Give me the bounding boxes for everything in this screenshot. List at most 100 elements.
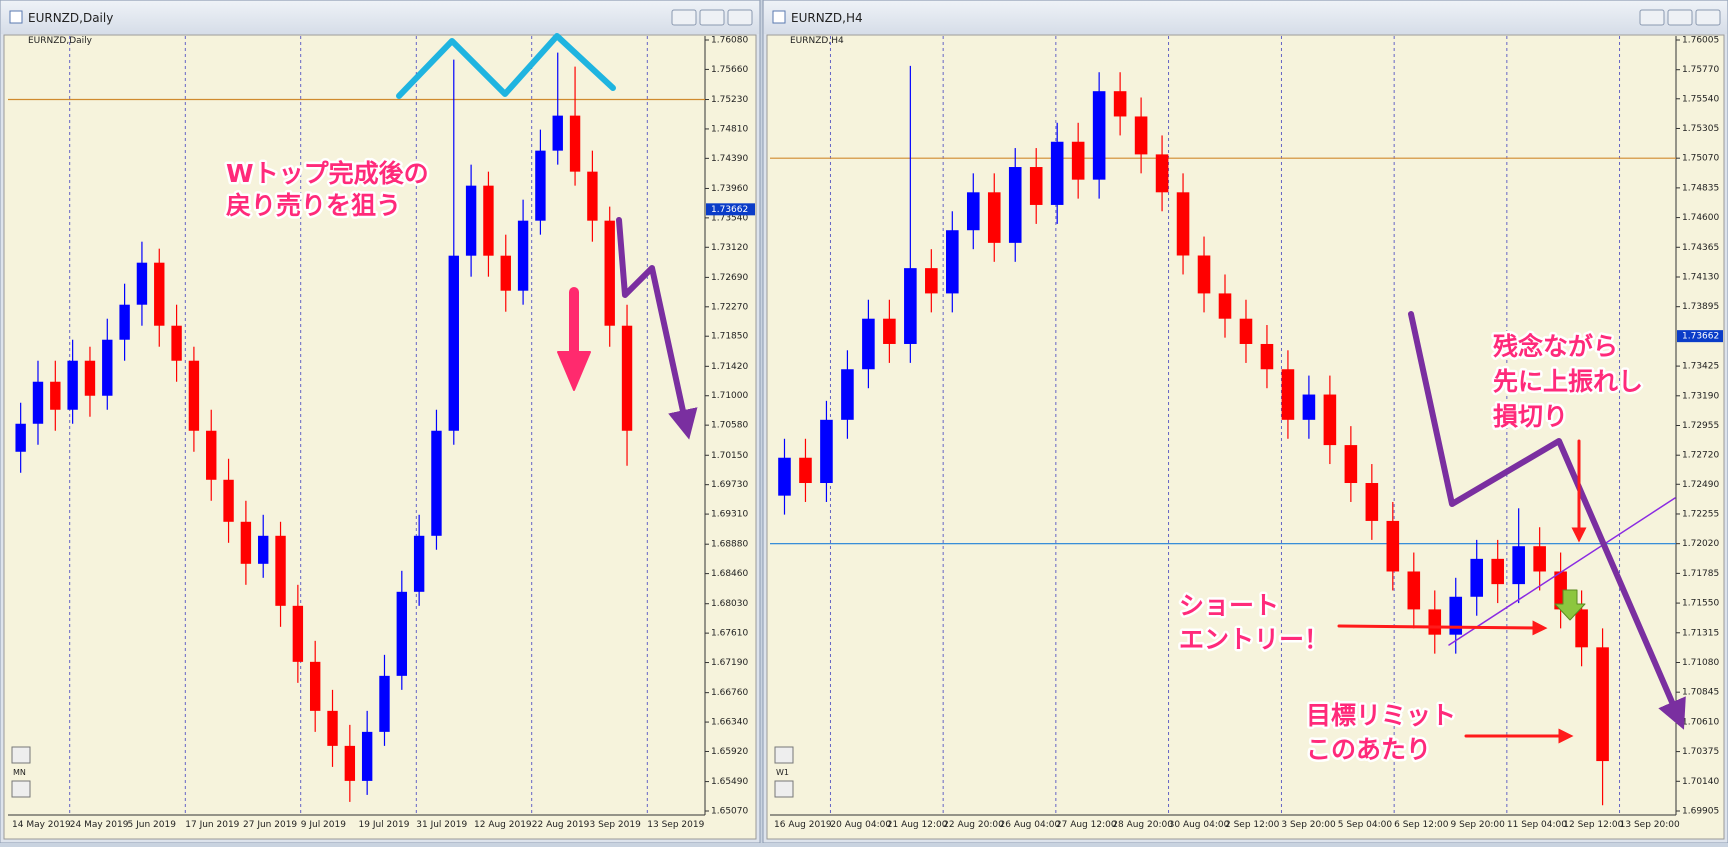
candle-body bbox=[483, 185, 494, 256]
candle-body bbox=[1260, 343, 1274, 370]
candle-body bbox=[32, 381, 44, 424]
candle-body bbox=[1302, 394, 1316, 420]
candle-body bbox=[799, 457, 812, 484]
down-arrow-head bbox=[557, 351, 591, 391]
candle-body bbox=[413, 535, 425, 592]
candle-body bbox=[171, 325, 182, 361]
title-bar bbox=[764, 1, 1727, 34]
scroll-down[interactable] bbox=[11, 780, 31, 798]
candle-body bbox=[15, 423, 26, 452]
candle-body bbox=[223, 479, 234, 522]
x-tick-label: 3 Sep 2019 bbox=[590, 820, 642, 830]
candle-body bbox=[1239, 318, 1253, 344]
close-button[interactable] bbox=[727, 9, 753, 26]
candle-body bbox=[396, 591, 408, 676]
period-button[interactable]: MN bbox=[13, 768, 26, 777]
candle-body bbox=[50, 381, 61, 410]
candle-body bbox=[1281, 369, 1295, 420]
x-tick-label: 26 Aug 04:00 bbox=[1000, 820, 1061, 830]
candle-body bbox=[621, 325, 633, 431]
window-title: EURNZD,H4 bbox=[791, 11, 863, 25]
y-tick-label: 1.73425 bbox=[1682, 362, 1719, 372]
y-tick-label: 1.72020 bbox=[1682, 539, 1719, 549]
y-tick-label: 1.75770 bbox=[1682, 65, 1719, 75]
candle-body bbox=[1449, 596, 1463, 635]
candle-body bbox=[1218, 293, 1232, 319]
x-tick-label: 19 Jul 2019 bbox=[359, 820, 410, 830]
y-tick-label: 1.74130 bbox=[1682, 272, 1719, 282]
scroll-up[interactable] bbox=[774, 746, 794, 764]
y-tick-label: 1.76005 bbox=[1682, 36, 1719, 46]
y-tick-label: 1.72690 bbox=[711, 273, 748, 283]
x-tick-label: 22 Aug 20:00 bbox=[943, 820, 1004, 830]
entry-marker bbox=[1554, 589, 1586, 621]
x-tick-label: 20 Aug 04:00 bbox=[830, 820, 891, 830]
y-tick-label: 1.69905 bbox=[1682, 807, 1719, 817]
y-tick-label: 1.72720 bbox=[1682, 451, 1719, 461]
x-tick-label: 14 May 2019 bbox=[12, 820, 71, 830]
chart-marks bbox=[8, 52, 1676, 806]
maximize-button[interactable] bbox=[1667, 9, 1693, 26]
y-tick-label: 1.76080 bbox=[711, 36, 748, 46]
maximize-button[interactable] bbox=[699, 9, 725, 26]
candle-body bbox=[465, 185, 477, 256]
candle-body bbox=[344, 745, 356, 781]
y-tick-label: 1.75540 bbox=[1682, 94, 1719, 104]
current-price-label: 1.73662 bbox=[711, 205, 748, 215]
y-tick-label: 1.71080 bbox=[1682, 658, 1719, 668]
candle-body bbox=[292, 605, 304, 662]
candle-body bbox=[84, 360, 96, 396]
y-tick-label: 1.68880 bbox=[711, 540, 748, 550]
chart-window: EURNZD,H4 EURNZD,H4 1.76005 1.75770 1.75540 1… bbox=[762, 0, 1728, 844]
window-title: EURNZD,Daily bbox=[28, 11, 113, 25]
x-tick-label: 12 Sep 12:00 bbox=[1563, 820, 1623, 830]
period-button[interactable]: W1 bbox=[776, 768, 789, 777]
scroll-down[interactable] bbox=[774, 780, 794, 798]
x-tick-label: 13 Sep 2019 bbox=[647, 820, 704, 830]
forecast-path bbox=[616, 217, 698, 440]
annotation: ショート bbox=[1179, 591, 1279, 620]
y-tick-label: 1.71850 bbox=[711, 332, 748, 342]
candle-body bbox=[1533, 546, 1546, 572]
y-tick-label: 1.65070 bbox=[711, 807, 748, 817]
minimize-button[interactable] bbox=[671, 9, 697, 26]
y-tick-label: 1.66340 bbox=[711, 718, 748, 728]
y-tick-label: 1.71785 bbox=[1682, 569, 1719, 579]
annotation: 先に上振れし bbox=[1493, 367, 1643, 396]
annotation: 目標リミット bbox=[1306, 701, 1456, 730]
candle-body bbox=[883, 318, 896, 344]
candle-body bbox=[1050, 141, 1064, 205]
candle-body bbox=[1176, 192, 1190, 256]
x-tick-label: 13 Sep 20:00 bbox=[1620, 820, 1680, 830]
y-tick-label: 1.71315 bbox=[1682, 628, 1719, 638]
y-tick-label: 1.72490 bbox=[1682, 480, 1719, 490]
close-button[interactable] bbox=[1695, 9, 1721, 26]
y-tick-label: 1.68030 bbox=[711, 599, 748, 609]
y-tick-label: 1.65490 bbox=[711, 777, 748, 787]
y-tick-label: 1.75070 bbox=[1682, 154, 1719, 164]
y-tick-label: 1.75305 bbox=[1682, 124, 1719, 134]
y-tick-label: 1.74365 bbox=[1682, 243, 1719, 253]
candle-body bbox=[925, 268, 938, 294]
candle-body bbox=[275, 535, 286, 606]
candle-body bbox=[987, 192, 1001, 243]
minimize-button[interactable] bbox=[1639, 9, 1665, 26]
x-tick-label: 17 Jun 2019 bbox=[185, 820, 239, 830]
scroll-up[interactable] bbox=[11, 746, 31, 764]
candle-body bbox=[136, 262, 148, 305]
candle-body bbox=[1008, 167, 1022, 243]
x-tick-label: 16 Aug 2019 bbox=[774, 820, 832, 830]
candle-body bbox=[966, 192, 980, 231]
candle-body bbox=[1386, 520, 1400, 572]
symbol-label: EURNZD,H4 bbox=[790, 36, 844, 46]
y-tick-label: 1.70610 bbox=[1682, 717, 1719, 727]
candle-body bbox=[587, 171, 598, 221]
y-tick-label: 1.70375 bbox=[1682, 747, 1719, 757]
y-tick-label: 1.73540 bbox=[711, 213, 748, 223]
entry-arrow bbox=[1337, 620, 1548, 636]
y-tick-label: 1.73190 bbox=[1682, 391, 1719, 401]
candle-body bbox=[535, 150, 546, 221]
annotation: 損切り bbox=[1493, 402, 1568, 431]
candle-body bbox=[188, 360, 200, 431]
x-tick-label: 30 Aug 04:00 bbox=[1169, 820, 1230, 830]
